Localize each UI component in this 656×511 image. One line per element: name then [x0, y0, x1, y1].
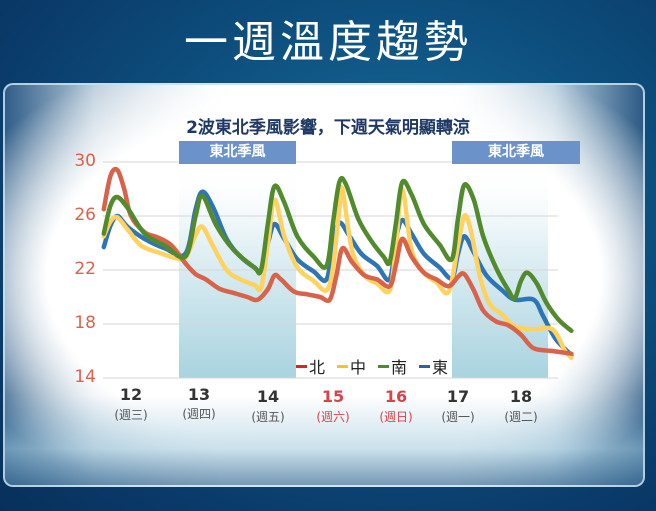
- y-tick-22: 22: [74, 259, 96, 279]
- frame-bottom-glow: [5, 395, 643, 485]
- x-dow-14: (週五): [251, 410, 285, 424]
- x-dow-17: (週一): [441, 410, 475, 424]
- x-dow-13: (週四): [182, 407, 216, 421]
- y-tick-30: 30: [74, 151, 96, 171]
- y-tick-26: 26: [74, 205, 96, 225]
- monsoon-band-label-1: 東北季風: [179, 141, 296, 164]
- x-day-16: 16: [384, 387, 408, 406]
- y-tick-14: 14: [74, 367, 96, 387]
- legend-item-north: 北: [296, 354, 325, 378]
- x-day-12: 12: [119, 385, 143, 404]
- y-tick-18: 18: [74, 313, 96, 333]
- legend-item-east: 東: [419, 354, 448, 378]
- legend-label-north: 北: [309, 358, 326, 377]
- x-dow-16: (週日): [379, 410, 413, 424]
- monsoon-band-label-2: 東北季風: [452, 141, 580, 164]
- x-dow-12: (週三): [114, 408, 148, 422]
- x-day-13: 13: [187, 385, 211, 404]
- series-lines: [101, 166, 574, 361]
- legend-item-central: 中: [337, 354, 366, 378]
- legend: 北 中 南 東: [296, 354, 448, 378]
- series-line-南: [101, 175, 574, 334]
- x-day-17: 17: [446, 387, 470, 406]
- legend-item-south: 南: [378, 354, 407, 378]
- legend-swatch-north: [296, 364, 307, 368]
- x-dow-18: (週二): [504, 410, 538, 424]
- series-line-北: [101, 166, 574, 356]
- x-day-14: 14: [256, 387, 280, 406]
- legend-label-south: 南: [391, 358, 408, 377]
- chart-title: 2波東北季風影響，下週天氣明顯轉涼: [186, 118, 470, 138]
- legend-swatch-central: [337, 364, 349, 368]
- legend-swatch-south: [378, 364, 390, 368]
- page-title: 一週溫度趨勢: [184, 17, 472, 68]
- x-day-15: 15: [321, 387, 345, 406]
- x-day-18: 18: [509, 387, 533, 406]
- monsoon-band-1: [179, 164, 296, 378]
- legend-label-east: 東: [432, 358, 449, 377]
- legend-swatch-east: [419, 364, 431, 368]
- x-dow-15: (週六): [316, 410, 350, 424]
- legend-label-central: 中: [350, 358, 367, 377]
